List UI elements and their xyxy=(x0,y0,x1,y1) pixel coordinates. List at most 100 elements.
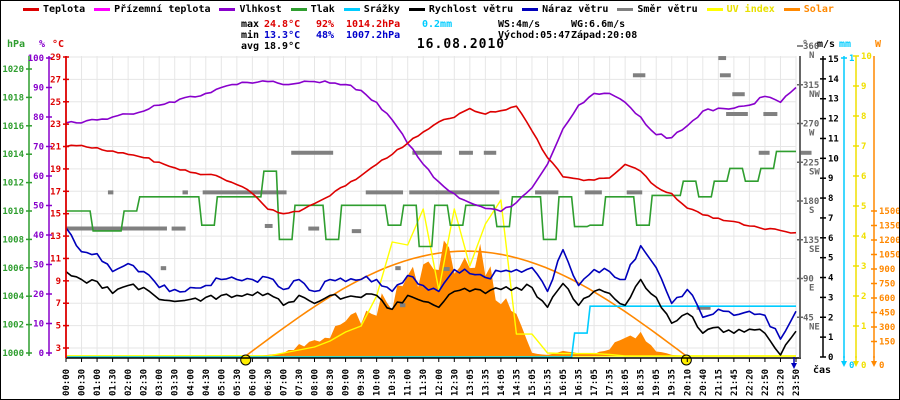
axis-tick-label: 1 xyxy=(861,322,866,332)
x-tick-label: 22:20 xyxy=(745,369,755,396)
axis-tick-label: 12 xyxy=(828,115,839,125)
legend-item: UV index xyxy=(706,4,775,15)
axis-tick-label: 11 xyxy=(50,254,61,264)
x-tick-label: 00:00 xyxy=(62,369,72,396)
x-tick-label: 20:10 xyxy=(683,369,693,396)
axis-tick-label: 3 xyxy=(828,293,833,303)
legend-label: Směr větru xyxy=(637,4,698,15)
axis-tick-label: 90 xyxy=(803,275,814,285)
legend-swatch xyxy=(23,8,39,11)
sunrise-marker-icon xyxy=(240,354,252,366)
axis-tick-label: 1004 xyxy=(2,292,24,302)
x-tick-label: 15:05 xyxy=(528,369,538,396)
legend-swatch xyxy=(408,8,425,11)
axis-tick-label: 1012 xyxy=(2,179,24,189)
sun-summary-row: Východ:05:47Západ:20:08 xyxy=(498,30,637,41)
axis-tick-label: 1 xyxy=(849,54,854,64)
axis-tick-label: SW xyxy=(809,167,820,177)
axis-tick-label: 1018 xyxy=(2,93,24,103)
axis-tick-label: 225 xyxy=(803,158,819,168)
series-n-raz-v-tru xyxy=(65,227,797,340)
axis-tick-label: 8 xyxy=(861,112,866,122)
x-tick-label: 16:05 xyxy=(559,369,569,396)
legend-label: Solar xyxy=(803,4,834,15)
chart-legend: Teplota Přízemní teplota Vlhkost Tlak Srážky… xyxy=(23,4,897,15)
axis-tick-label: 14 xyxy=(828,75,839,85)
stats-summary: max 24.8°C 92% 1014.2hPa 0.2mm min 13.3°C 48% 1… xyxy=(241,19,452,52)
x-tick-label: 02:00 xyxy=(124,369,134,396)
legend-swatch xyxy=(94,8,111,11)
x-tick-label: 03:00 xyxy=(155,369,165,396)
legend-item: Srážky xyxy=(343,4,400,15)
x-tick-label: 23:50 xyxy=(792,369,802,396)
x-tick-label: 01:30 xyxy=(109,369,119,396)
axis-tick-label: 6 xyxy=(828,234,833,244)
axis-tick-label: 9 xyxy=(861,82,866,92)
axis-tick-label: 900 xyxy=(879,265,895,275)
legend-swatch xyxy=(522,8,539,11)
x-tick-label: 07:00 xyxy=(279,369,289,396)
x-tick-label: 07:30 xyxy=(295,369,305,396)
legend-item: Rychlost větru xyxy=(408,4,513,15)
axis-tick-label: NW xyxy=(809,90,820,100)
axis-tick-label: 50 xyxy=(33,202,44,212)
legend-item: Náraz větru xyxy=(522,4,608,15)
axis-tick-label: 1350 xyxy=(879,222,900,232)
min-temp: 13.3°C xyxy=(264,30,301,41)
axis-tick-label: 5 xyxy=(861,202,866,212)
x-tick-label: 20:40 xyxy=(699,369,709,396)
legend-swatch xyxy=(343,8,360,11)
stats-avg-row: avg 18.9°C xyxy=(241,41,452,52)
legend-swatch xyxy=(783,8,800,11)
axis-tick-label: 7 xyxy=(828,214,833,224)
axis-tick-label: 80 xyxy=(33,113,44,123)
x-tick-label: 10:30 xyxy=(388,369,398,396)
axis-tick-label: 1020 xyxy=(2,65,24,75)
stats-avg-label: avg xyxy=(241,41,260,52)
axis-tick-label: 4 xyxy=(861,232,867,242)
legend-label: Srážky xyxy=(363,4,400,15)
axis-tick-label: 90 xyxy=(33,84,44,94)
series-vlhkost xyxy=(65,80,797,213)
axis-arrow-head xyxy=(871,361,877,367)
x-tick-label: 00:30 xyxy=(78,369,88,396)
stats-min-row: min 13.3°C 48% 1007.2hPa xyxy=(241,30,452,41)
axis-tick-label: 5 xyxy=(56,322,61,332)
axis-tick-label: 135 xyxy=(803,236,819,246)
axis-tick-label: 7 xyxy=(861,142,866,152)
x-tick-label: 01:00 xyxy=(93,369,103,396)
axis-tick-label: 450 xyxy=(879,309,895,319)
x-tick-label: 21:45 xyxy=(730,369,740,396)
axis-tick-label: 1 xyxy=(828,333,833,343)
legend-swatch xyxy=(706,8,723,11)
axis-tick-label: 10 xyxy=(33,320,44,330)
stats-min-label: min xyxy=(241,30,260,41)
x-tick-label: 09:00 xyxy=(342,369,352,396)
axis-tick-label: 30 xyxy=(33,261,44,271)
x-tick-label: 12:30 xyxy=(450,369,460,396)
legend-label: Vlhkost xyxy=(239,4,282,15)
axis-tick-label: 6 xyxy=(861,172,866,182)
min-pressure: 1007.2hPa xyxy=(346,30,401,41)
axis-tick-label: 1000 xyxy=(2,349,24,359)
max-humidity: 92% xyxy=(316,19,335,30)
x-tick-label: 06:30 xyxy=(264,369,274,396)
series-uv-index xyxy=(66,199,796,357)
axis-tick-label: 21 xyxy=(50,143,61,153)
x-tick-label: 08:00 xyxy=(311,369,321,396)
axis-tick-label: 5 xyxy=(828,254,833,264)
axis-header-humidity: % xyxy=(39,39,45,50)
sunrise-stat: Východ:05:47 xyxy=(498,30,571,41)
axis-tick-label: 360 xyxy=(803,42,819,52)
axis-tick-label: 150 xyxy=(879,338,895,348)
axis-tick-label: 3 xyxy=(56,344,61,354)
axis-tick-label: 1008 xyxy=(2,235,24,245)
axis-tick-label: NE xyxy=(809,322,820,332)
x-tick-label: 16:35 xyxy=(575,369,585,396)
series-solar-area xyxy=(66,240,796,356)
x-tick-label: 18:05 xyxy=(621,369,631,396)
axis-tick-label: 9 xyxy=(828,174,833,184)
axis-tick-label: 4 xyxy=(828,274,834,284)
